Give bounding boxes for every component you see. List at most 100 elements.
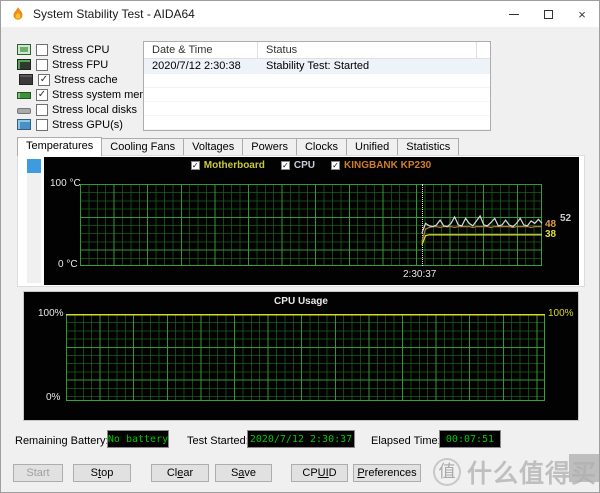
usage-axis-max-label: 100% <box>38 308 64 319</box>
event-log-table: Date & Time Status 2020/7/12 2:30:38 Sta… <box>143 41 491 131</box>
chart-scrollbar[interactable] <box>27 159 41 283</box>
legend-label-kingbank: KINGBANK KP230 <box>343 160 432 171</box>
column-header-status[interactable]: Status <box>258 42 477 58</box>
stress-option-cpu: Stress CPU <box>17 42 143 57</box>
kingbank-current-value: 48 <box>545 219 557 230</box>
table-row[interactable]: 2020/7/12 2:30:38 Stability Test: Starte… <box>144 59 490 74</box>
elapsed-time-label: Elapsed Time: <box>371 435 441 447</box>
stress-option-cache: ✓ Stress cache <box>17 72 143 87</box>
title-bar: System Stability Test - AIDA64 × <box>1 1 599 27</box>
scrollbar-thumb[interactable] <box>27 159 41 173</box>
usage-axis-right-label: 100% <box>548 308 574 319</box>
tab-powers[interactable]: Powers <box>242 138 297 156</box>
legend-item-kingbank: ✓ KINGBANK KP230 <box>330 160 432 171</box>
cpu-usage-chart: CPU Usage 100% 0% 100% <box>23 291 579 421</box>
stress-memory-checkbox[interactable]: ✓ <box>36 88 48 101</box>
chart-tabs: Temperatures Cooling Fans Voltages Power… <box>17 137 460 156</box>
stress-fpu-label: Stress FPU <box>52 58 109 71</box>
legend-item-cpu: ✓ CPU <box>280 160 315 171</box>
stress-disks-checkbox[interactable] <box>36 103 48 116</box>
stress-cpu-label: Stress CPU <box>52 43 110 56</box>
column-header-datetime[interactable]: Date & Time <box>144 42 258 58</box>
cache-icon <box>19 74 33 85</box>
test-started-label: Test Started: <box>187 435 249 447</box>
legend-label-motherboard: Motherboard <box>203 160 265 171</box>
empty-row <box>144 116 490 130</box>
cpu-usage-grid <box>66 314 545 401</box>
stress-gpu-checkbox[interactable] <box>36 118 48 131</box>
tab-unified[interactable]: Unified <box>346 138 399 156</box>
table-header: Date & Time Status <box>144 42 490 59</box>
log-datetime: 2020/7/12 2:30:38 <box>152 60 241 72</box>
stress-option-memory: ✓ Stress system memory <box>17 87 164 102</box>
minimize-icon <box>509 13 519 15</box>
watermark-text-chars: 什么值得买 <box>466 460 597 488</box>
stress-option-disks: Stress local disks <box>17 102 143 117</box>
stress-cache-label: Stress cache <box>54 73 118 86</box>
cursor-time-label: 2:30:37 <box>403 269 437 280</box>
cpu-current-value: 52 <box>560 213 572 224</box>
stress-option-fpu: Stress FPU <box>17 57 143 72</box>
disk-icon <box>17 108 31 114</box>
cpu-icon <box>17 44 31 55</box>
chart-legend: ✓ Motherboard ✓ CPU ✓ KINGBANK KP230 <box>80 160 542 171</box>
close-button[interactable]: × <box>565 1 599 27</box>
temperatures-tab-panel: ✓ Motherboard ✓ CPU ✓ KINGBANK KP230 100… <box>17 155 585 287</box>
stress-memory-label: Stress system memory <box>52 88 164 101</box>
time-cursor-line <box>422 184 423 266</box>
watermark-text: 什么值得买 <box>466 454 599 490</box>
tab-cooling-fans[interactable]: Cooling Fans <box>101 138 185 156</box>
stress-disks-label: Stress local disks <box>52 103 137 116</box>
maximize-icon <box>543 9 553 19</box>
empty-row <box>144 74 490 88</box>
cpu-usage-trace <box>66 314 545 316</box>
smzdm-watermark: 值 什么值得买 <box>432 454 599 490</box>
tab-temperatures[interactable]: Temperatures <box>17 137 103 156</box>
stress-gpu-label: Stress GPU(s) <box>52 118 123 131</box>
temperature-traces <box>421 214 543 245</box>
log-status: Stability Test: Started <box>266 60 370 72</box>
test-started-value: 2020/7/12 2:30:37 <box>247 430 355 448</box>
tab-voltages[interactable]: Voltages <box>183 138 244 156</box>
start-button[interactable]: Start <box>13 464 63 482</box>
elapsed-time-value: 00:07:51 <box>439 430 501 448</box>
legend-item-motherboard: ✓ Motherboard <box>190 160 265 171</box>
cpu-checkbox[interactable]: ✓ <box>280 161 290 170</box>
tab-statistics[interactable]: Statistics <box>397 138 460 156</box>
stress-option-gpu: Stress GPU(s) <box>17 117 143 132</box>
stress-options-panel: Stress CPU Stress FPU ✓ Stress cache ✓ S… <box>17 42 164 132</box>
stress-cache-checkbox[interactable]: ✓ <box>38 73 50 86</box>
kingbank-checkbox[interactable]: ✓ <box>330 161 340 170</box>
temp-axis-max-label: 100 °C <box>50 178 81 189</box>
smzdm-logo-icon: 值 <box>432 458 461 486</box>
cpu-usage-title: CPU Usage <box>274 296 328 307</box>
battery-value: No battery <box>107 430 169 448</box>
empty-row <box>144 102 490 116</box>
watermark-highlight-box <box>569 454 599 482</box>
memory-icon <box>17 92 31 99</box>
legend-label-cpu: CPU <box>293 160 315 171</box>
empty-row <box>144 88 490 102</box>
temperature-chart: ✓ Motherboard ✓ CPU ✓ KINGBANK KP230 100… <box>44 157 579 285</box>
temperature-grid <box>80 184 542 266</box>
cpuid-button[interactable]: CP UI D <box>291 464 348 482</box>
motherboard-current-value: 38 <box>545 229 557 240</box>
motherboard-checkbox[interactable]: ✓ <box>190 161 200 170</box>
minimize-button[interactable] <box>497 1 531 27</box>
temp-axis-min-label: 0 °C <box>58 259 78 270</box>
stress-fpu-checkbox[interactable] <box>36 58 48 71</box>
clear-button[interactable]: Cl e ar <box>151 464 209 482</box>
aida64-flame-icon <box>13 7 23 20</box>
fpu-icon <box>17 59 31 70</box>
battery-label: Remaining Battery: <box>15 435 109 447</box>
maximize-button[interactable] <box>531 1 565 27</box>
stress-cpu-checkbox[interactable] <box>36 43 48 56</box>
usage-axis-min-label: 0% <box>46 392 61 403</box>
window-title: System Stability Test - AIDA64 <box>33 7 195 21</box>
close-icon: × <box>578 6 586 22</box>
tab-clocks[interactable]: Clocks <box>295 138 347 156</box>
